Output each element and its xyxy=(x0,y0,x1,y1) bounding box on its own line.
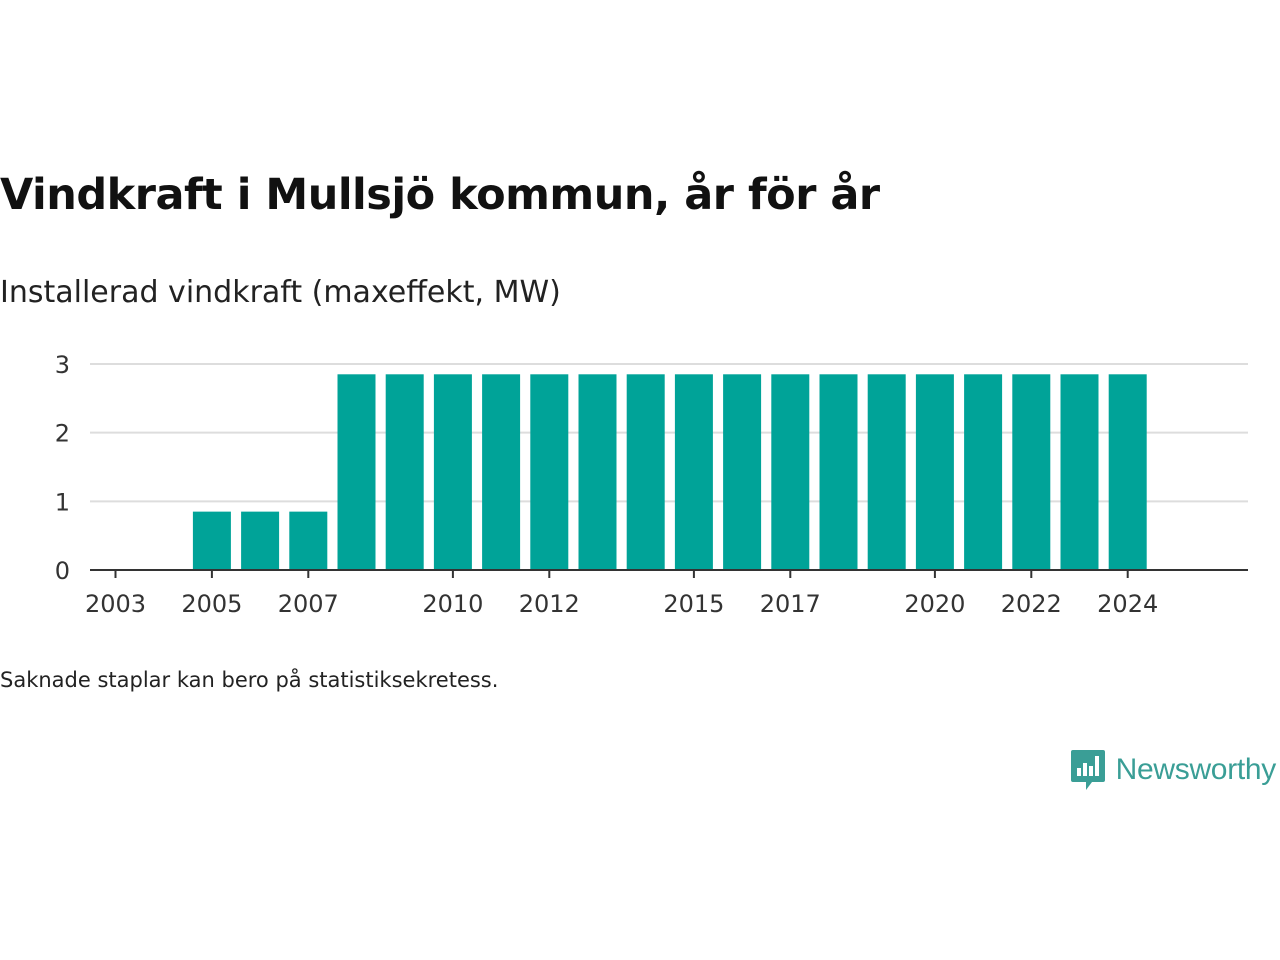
bar-2008 xyxy=(337,374,376,570)
y-tick-label: 0 xyxy=(55,557,70,585)
bar-2019 xyxy=(867,374,906,570)
bar-2021 xyxy=(964,374,1003,570)
brand-name: Newsworthy xyxy=(1115,753,1277,786)
chart-subtitle: Installerad vindkraft (maxeffekt, MW) xyxy=(0,275,561,310)
bar-2007 xyxy=(289,511,328,570)
bar-2012 xyxy=(530,374,569,570)
footnote: Saknade staplar kan bero på statistiksek… xyxy=(0,668,499,692)
bar-2014 xyxy=(626,374,665,570)
x-tick-label: 2017 xyxy=(760,590,821,618)
x-tick-label: 2024 xyxy=(1097,590,1158,618)
y-tick-label: 1 xyxy=(55,488,70,516)
x-tick-label: 2022 xyxy=(1001,590,1062,618)
bar-2016 xyxy=(723,374,762,570)
bar-2018 xyxy=(819,374,858,570)
bar-chart-speech-bubble-icon xyxy=(1070,750,1105,790)
bar-chart: 0 1 2 3 2003 2005 2007 2010 2012 2015 2017 2020 2022… xyxy=(55,351,1248,618)
bar-2006 xyxy=(241,511,280,570)
newsworthy-logo: Newsworthy xyxy=(1070,748,1276,792)
chart-title: Vindkraft i Mullsjö kommun, år för år xyxy=(0,170,880,220)
bar-2022 xyxy=(1012,374,1051,570)
x-tick-label: 2012 xyxy=(519,590,580,618)
y-tick-label: 2 xyxy=(55,420,70,448)
bar-2010 xyxy=(433,374,472,570)
bar-2009 xyxy=(385,374,424,570)
bar-2005 xyxy=(192,511,231,570)
bar-2017 xyxy=(771,374,810,570)
x-tick-label: 2020 xyxy=(904,590,965,618)
bar-2015 xyxy=(674,374,713,570)
bar-2020 xyxy=(915,374,954,570)
bar-2023 xyxy=(1060,374,1099,570)
bar-2013 xyxy=(578,374,617,570)
bar-2011 xyxy=(482,374,521,570)
x-tick-label: 2007 xyxy=(278,590,339,618)
x-tick-label: 2003 xyxy=(85,590,146,618)
x-tick-label: 2005 xyxy=(181,590,242,618)
bar-2024 xyxy=(1108,374,1147,570)
x-tick-label: 2015 xyxy=(663,590,724,618)
x-tick-label: 2010 xyxy=(422,590,483,618)
y-tick-label: 3 xyxy=(55,351,70,379)
